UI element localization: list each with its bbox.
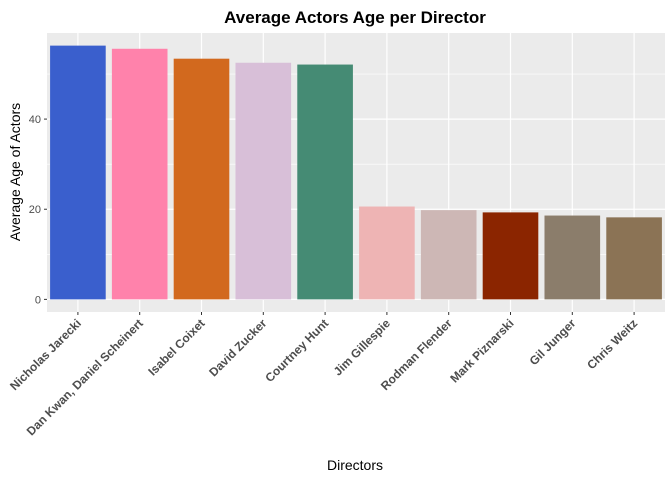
bar-jim-gillespie [359, 206, 415, 300]
x-tick-label: Dan Kwan, Daniel Scheinert [24, 316, 146, 438]
y-axis-title: Average Age of Actors [7, 103, 23, 241]
y-tick-label: 40 [29, 114, 41, 126]
bars-group [50, 45, 662, 300]
bar-dan-kwan-daniel-scheinert [111, 48, 168, 300]
x-tick-label: David Zucker [206, 316, 269, 379]
x-tick-label: Mark Piznarski [447, 316, 516, 385]
bar-gil-junger [544, 215, 601, 300]
y-axis-ticks: 0 20 40 [29, 114, 47, 306]
bar-isabel-coixet [173, 58, 230, 300]
bar-nicholas-jarecki [50, 45, 106, 300]
bar-david-zucker [235, 62, 292, 300]
x-tick-label: Gil Junger [527, 316, 579, 368]
bar-courtney-hunt [297, 64, 353, 300]
x-tick-label: Isabel Coixet [145, 316, 207, 378]
x-tick-label: Jim Gillespie [331, 316, 393, 378]
x-axis-title: Directors [327, 457, 383, 473]
y-tick-label: 20 [29, 204, 41, 216]
bar-chris-weitz [606, 217, 662, 300]
bar-mark-piznarski [482, 212, 539, 300]
y-tick-label: 0 [35, 294, 41, 306]
x-tick-label: Chris Weitz [584, 316, 640, 372]
bar-rodman-flender [420, 210, 477, 300]
chart-title: Average Actors Age per Director [224, 8, 486, 27]
x-tick-label: Courtney Hunt [262, 316, 331, 385]
